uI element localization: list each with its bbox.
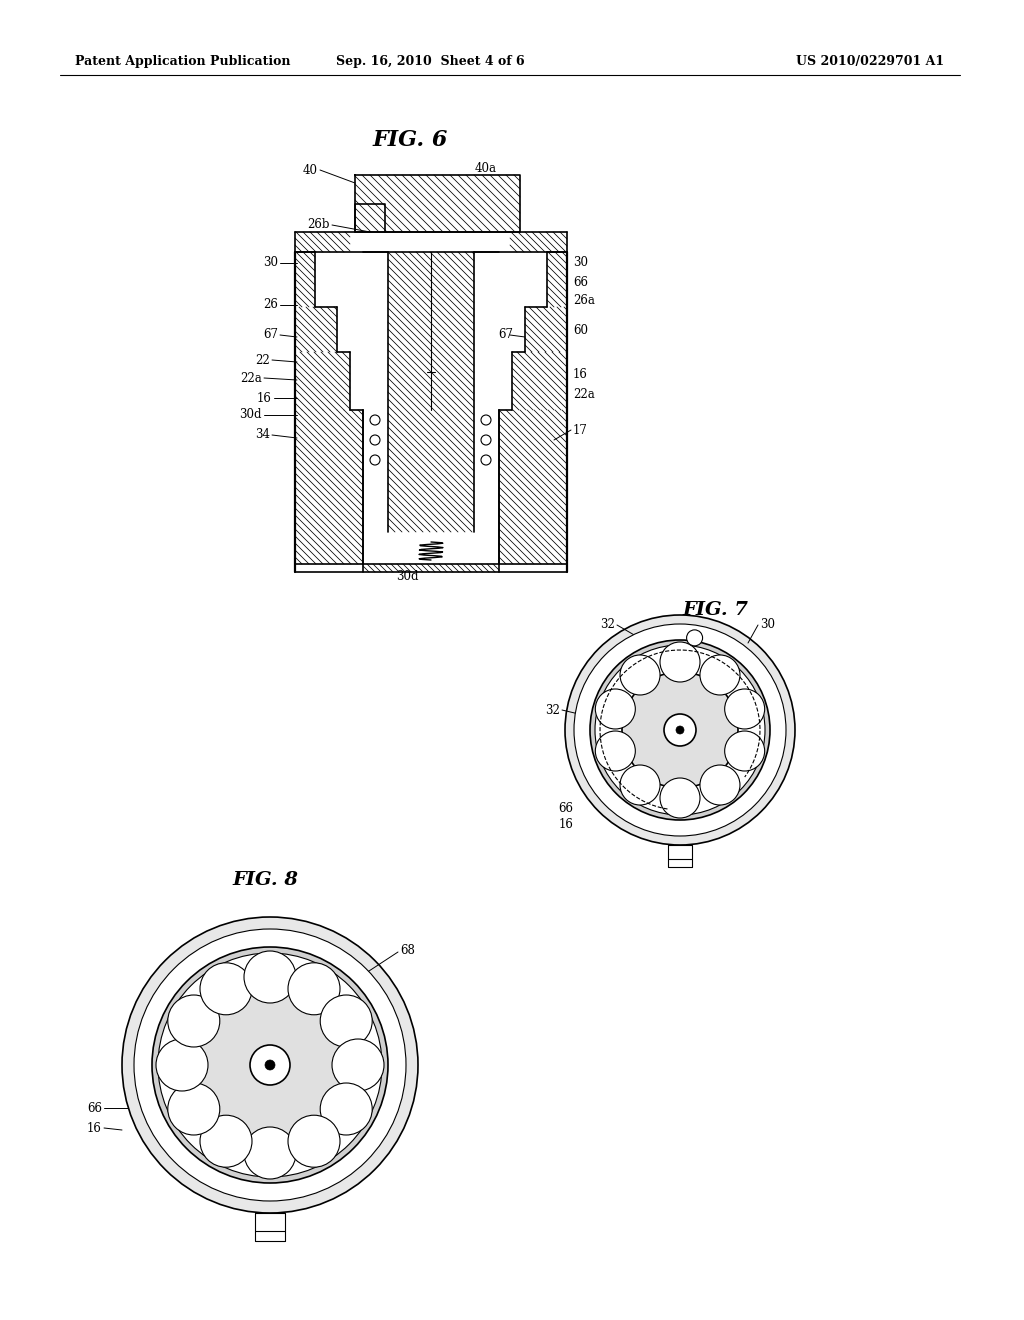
Circle shape [595, 731, 635, 771]
Circle shape [725, 689, 765, 729]
Text: 66: 66 [573, 276, 588, 289]
Text: 22: 22 [255, 354, 270, 367]
Circle shape [156, 1039, 208, 1092]
Circle shape [158, 953, 382, 1177]
Circle shape [620, 655, 660, 696]
Text: 34: 34 [255, 429, 270, 441]
Circle shape [595, 689, 635, 729]
Text: 32: 32 [545, 704, 560, 717]
Text: 30d: 30d [240, 408, 262, 421]
Circle shape [660, 642, 700, 682]
Circle shape [250, 1045, 290, 1085]
Circle shape [332, 1039, 384, 1092]
Text: 30: 30 [573, 256, 588, 269]
Text: FIG. 6: FIG. 6 [373, 129, 447, 150]
Circle shape [622, 672, 738, 788]
Circle shape [244, 1127, 296, 1179]
Text: 26: 26 [263, 298, 278, 312]
Text: 67: 67 [263, 329, 278, 342]
Circle shape [700, 655, 740, 696]
Circle shape [620, 766, 660, 805]
Circle shape [288, 962, 340, 1015]
Circle shape [664, 714, 696, 746]
Text: 26a: 26a [573, 293, 595, 306]
Text: 40: 40 [303, 164, 318, 177]
Text: 60: 60 [573, 323, 588, 337]
Text: Sep. 16, 2010  Sheet 4 of 6: Sep. 16, 2010 Sheet 4 of 6 [336, 55, 524, 69]
Circle shape [168, 995, 220, 1047]
Circle shape [200, 1115, 252, 1167]
Text: 30d: 30d [395, 570, 418, 583]
Circle shape [200, 962, 252, 1015]
Circle shape [244, 950, 296, 1003]
Text: 66: 66 [558, 801, 573, 814]
Circle shape [265, 1060, 275, 1071]
Circle shape [168, 1082, 220, 1135]
Circle shape [288, 1115, 340, 1167]
Text: FIG. 8: FIG. 8 [232, 871, 298, 888]
Text: 30: 30 [760, 619, 775, 631]
Text: US 2010/0229701 A1: US 2010/0229701 A1 [796, 55, 944, 69]
Circle shape [122, 917, 418, 1213]
Text: 66: 66 [87, 1101, 102, 1114]
Text: 16: 16 [87, 1122, 102, 1134]
Circle shape [574, 624, 786, 836]
Circle shape [321, 995, 372, 1047]
Text: 16: 16 [257, 392, 272, 404]
Text: FIG. 7: FIG. 7 [682, 601, 748, 619]
Text: 40a: 40a [475, 161, 497, 174]
Text: 30: 30 [263, 256, 278, 269]
Text: 22a: 22a [241, 371, 262, 384]
Circle shape [676, 726, 684, 734]
Text: 16: 16 [558, 817, 573, 830]
Circle shape [321, 1082, 372, 1135]
Text: 26b: 26b [307, 219, 330, 231]
Circle shape [565, 615, 795, 845]
Circle shape [687, 630, 702, 645]
Circle shape [725, 731, 765, 771]
Text: Patent Application Publication: Patent Application Publication [75, 55, 291, 69]
Text: 32: 32 [600, 619, 615, 631]
Circle shape [590, 640, 770, 820]
Circle shape [660, 777, 700, 818]
Text: 22a: 22a [573, 388, 595, 401]
Circle shape [152, 946, 388, 1183]
Circle shape [700, 766, 740, 805]
Text: 68: 68 [400, 944, 415, 957]
Circle shape [595, 645, 765, 814]
Text: 16: 16 [573, 368, 588, 381]
Text: 67: 67 [498, 329, 513, 342]
Circle shape [194, 989, 346, 1140]
Text: 17: 17 [573, 424, 588, 437]
Circle shape [134, 929, 406, 1201]
